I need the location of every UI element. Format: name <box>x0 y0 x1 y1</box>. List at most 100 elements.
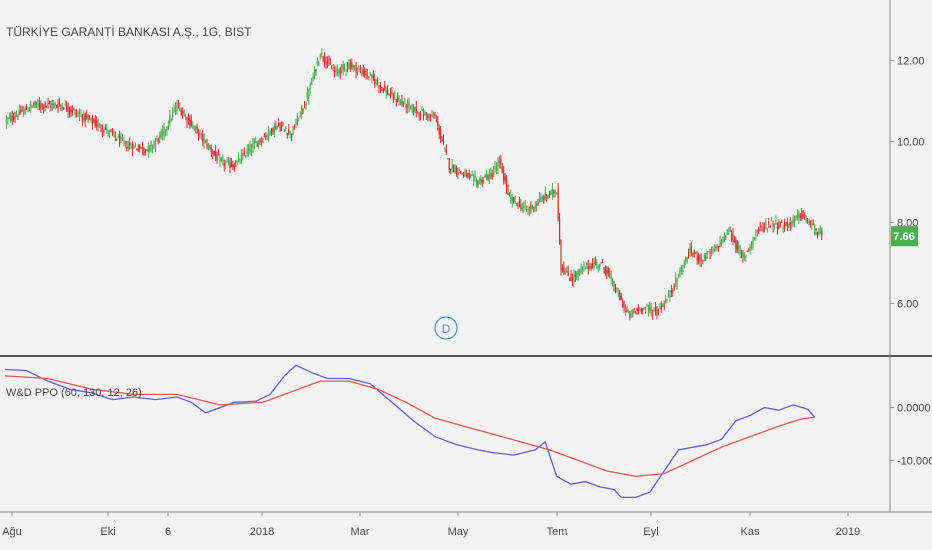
candle <box>722 236 724 244</box>
candle <box>513 196 515 204</box>
candle <box>116 138 118 141</box>
candle-body <box>5 119 8 123</box>
candle-body <box>513 197 515 203</box>
chart-title: TÜRKİYE GARANTİ BANKASI A.Ş., 1G, BIST <box>6 25 252 39</box>
candle-body <box>723 233 725 242</box>
candle-body <box>182 110 184 114</box>
candle-body <box>321 52 323 55</box>
candle-body <box>654 307 657 311</box>
candle-body <box>86 114 88 117</box>
candle-body <box>686 257 688 262</box>
candle <box>245 154 247 159</box>
candle-body <box>80 114 82 116</box>
dividend-marker-circle[interactable] <box>434 316 458 340</box>
candle <box>514 195 516 204</box>
candle-body <box>630 310 632 313</box>
dividend-marker[interactable]: D <box>434 316 458 340</box>
candle <box>412 104 415 116</box>
candle-body <box>395 101 397 103</box>
candle-body <box>325 61 327 65</box>
candle <box>298 117 300 122</box>
candle-body <box>308 94 310 99</box>
candle <box>521 202 523 213</box>
price-pane[interactable] <box>5 48 823 321</box>
candle <box>127 140 129 152</box>
candle-body <box>457 173 459 175</box>
ppo-pane[interactable] <box>4 364 816 499</box>
candle-body <box>422 114 425 117</box>
candle <box>633 307 635 314</box>
candle <box>796 209 799 221</box>
candle-body <box>603 267 605 269</box>
candle <box>490 167 492 180</box>
candle-body <box>263 136 265 138</box>
candle <box>653 306 655 313</box>
candle-body <box>742 253 744 257</box>
candle-body <box>428 113 430 119</box>
candle-body <box>637 309 639 312</box>
candle <box>696 250 698 265</box>
candle <box>20 105 22 115</box>
candle-body <box>540 197 542 202</box>
candle-body <box>458 169 460 171</box>
candle <box>98 122 101 128</box>
candle-body <box>709 252 711 254</box>
candle-body <box>740 250 743 254</box>
candle-body <box>25 106 28 110</box>
candle <box>401 94 403 107</box>
candle-body <box>341 64 343 69</box>
candle <box>665 294 667 304</box>
candle-body <box>749 246 751 249</box>
candle-body <box>622 302 624 308</box>
candle-body <box>266 135 268 137</box>
candle <box>197 128 200 141</box>
candle <box>597 264 599 273</box>
candle-body <box>498 158 500 165</box>
candle-body <box>408 103 410 108</box>
candle <box>250 143 253 157</box>
candle <box>500 154 502 169</box>
candle <box>454 163 456 174</box>
candle <box>170 117 172 123</box>
candle <box>77 110 79 117</box>
candle <box>702 259 704 265</box>
candle <box>333 65 336 78</box>
candle <box>610 270 612 284</box>
candle <box>795 215 797 221</box>
candle <box>683 259 685 269</box>
candle <box>411 103 413 113</box>
candle-body <box>808 224 810 226</box>
candle <box>574 270 576 282</box>
candle <box>30 100 32 113</box>
candle-body <box>758 227 760 231</box>
candle-body <box>804 214 806 218</box>
candle-body <box>577 269 579 275</box>
candle <box>321 48 323 58</box>
candle <box>493 166 495 178</box>
candle <box>432 111 435 119</box>
candle-body <box>402 104 404 106</box>
candle <box>553 189 555 198</box>
candle-body <box>203 138 205 143</box>
candle-body <box>133 145 135 149</box>
candle-body <box>697 254 700 262</box>
candle-body <box>229 162 231 168</box>
candle-body <box>728 232 730 235</box>
candle <box>270 127 273 137</box>
candle <box>200 132 202 140</box>
candle-body <box>37 103 39 106</box>
candle-body <box>359 68 361 70</box>
candle <box>359 64 361 74</box>
candle-body <box>427 116 429 119</box>
candle <box>736 240 738 254</box>
candle <box>742 250 744 263</box>
candle <box>761 224 763 232</box>
candle <box>249 140 251 155</box>
candle-body <box>802 214 804 218</box>
candle <box>55 104 58 109</box>
y-tick-label: 6.00 <box>897 298 918 310</box>
candle-body <box>687 254 690 257</box>
candle <box>745 254 747 262</box>
candle <box>689 242 691 257</box>
candle <box>106 123 108 134</box>
